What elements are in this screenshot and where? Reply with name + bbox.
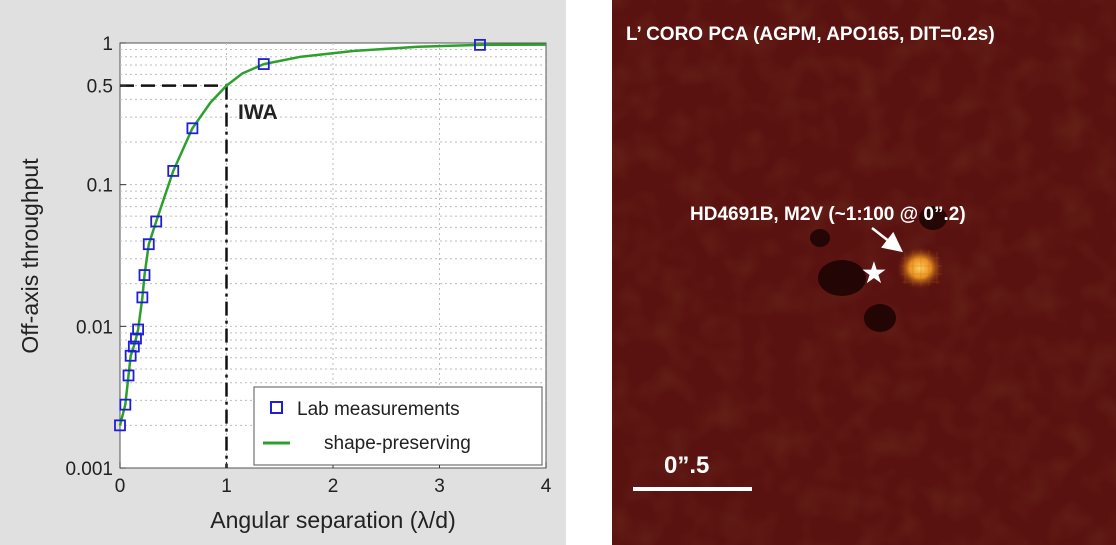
- axis-tick-labels: 0 1 2 3 4 0.001 0.01 0.1 0.5 1: [65, 34, 551, 497]
- lab-measurement-point: [474, 38, 486, 51]
- y-tick-label: 0.5: [87, 77, 113, 98]
- lab-measurement-point: [142, 238, 155, 251]
- x-tick-label: 0: [115, 476, 126, 497]
- companion-pixel-grid: [900, 250, 942, 286]
- lab-measurement-point: [186, 122, 199, 135]
- x-tick-label: 2: [328, 476, 339, 497]
- lab-measurement-point: [119, 398, 132, 411]
- star-marker-icon: ★: [861, 257, 888, 290]
- companion-arrow: [871, 227, 903, 253]
- y-tick-label: 1: [102, 34, 113, 55]
- lab-measurement-point: [138, 269, 151, 281]
- legend-marker-lab-measurements: [270, 401, 283, 414]
- lab-measurement-point: [114, 419, 126, 432]
- legend: Lab measurements shape-preserving: [253, 386, 543, 466]
- y-tick-label: 0.001: [65, 459, 113, 480]
- dark-residual-blobs: [810, 206, 947, 332]
- companion-label: HD4691B, M2V (~1:100 @ 0”.2): [690, 204, 966, 225]
- y-tick-label: 0.1: [87, 176, 113, 197]
- lab-measurement-point: [136, 291, 149, 304]
- lab-measurement-point: [132, 323, 145, 336]
- iwa-reference-lines: [120, 84, 228, 468]
- x-tick-label: 4: [541, 476, 552, 497]
- coronagraph-image-panel: L’ CORO PCA (AGPM, APO165, DIT=0.2s) HD4…: [612, 0, 1116, 545]
- legend-box: [253, 386, 543, 466]
- y-axis-title: Off-axis throughput: [17, 158, 43, 354]
- scale-bar: [633, 487, 752, 491]
- lab-measurement-point: [130, 332, 142, 345]
- series-layer: [114, 38, 547, 432]
- companion-psf: [896, 246, 944, 290]
- grid-lines: [120, 43, 546, 468]
- lab-measurement-point: [257, 58, 270, 70]
- throughput-chart-panel: 0 1 2 3 4 0.001 0.01 0.1 0.5 1 IWA Angular separa…: [0, 0, 566, 545]
- legend-label-shape-preserving: shape-preserving: [324, 433, 471, 454]
- x-tick-label: 3: [434, 476, 445, 497]
- iwa-annotation: IWA: [238, 101, 278, 124]
- lab-measurement-point: [167, 165, 180, 177]
- lab-measurement-point: [122, 369, 135, 382]
- lab-measurement-point: [127, 340, 140, 353]
- x-axis-title: Angular separation (λ/d): [210, 507, 455, 533]
- y-tick-label: 0.01: [76, 317, 113, 338]
- image-title: L’ CORO PCA (AGPM, APO165, DIT=0.2s): [626, 24, 995, 45]
- legend-label-lab-measurements: Lab measurements: [297, 399, 460, 420]
- scale-bar-label: 0”.5: [664, 452, 709, 479]
- lab-measurement-point: [150, 215, 163, 228]
- x-tick-label: 1: [221, 476, 232, 497]
